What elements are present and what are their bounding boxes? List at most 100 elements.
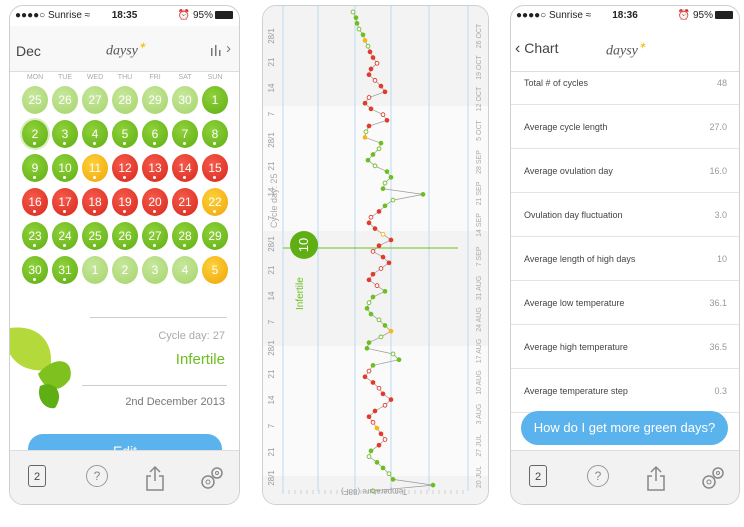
back-button[interactable]: ‹ Chart	[515, 40, 558, 58]
calendar-day[interactable]: 6	[142, 120, 168, 148]
chart-view-button[interactable]: ›	[210, 40, 231, 57]
divider	[82, 385, 227, 386]
temperature-point	[376, 317, 382, 323]
calendar-day[interactable]: 1	[82, 256, 108, 284]
more-green-days-button[interactable]: How do I get more green days?	[521, 411, 728, 445]
calendar-day[interactable]: 18	[82, 188, 108, 216]
calendar-day[interactable]: 11	[82, 154, 108, 182]
calendar-day[interactable]: 24	[52, 222, 78, 250]
calendar-day[interactable]: 15	[202, 154, 228, 182]
temperature-point	[366, 95, 372, 100]
date-axis-label: 14	[267, 83, 276, 92]
temperature-point	[390, 477, 396, 482]
date-axis-label: 21	[267, 447, 276, 456]
temperature-point	[370, 55, 376, 60]
calendar-day[interactable]: 4	[82, 120, 108, 148]
calendar-day-number: 15	[208, 161, 222, 175]
calendar-day-number: 13	[148, 161, 162, 175]
tab-share[interactable]	[144, 465, 166, 491]
tab-settings[interactable]	[200, 465, 223, 489]
measurement-dot	[213, 210, 216, 213]
calendar-day[interactable]: 19	[112, 188, 138, 216]
calendar-day[interactable]: 28	[112, 86, 138, 114]
calendar-day-number: 5	[121, 127, 129, 141]
status-bar: ●●●●○ Sunrise ≈ 18:36 ⏰ 95%	[511, 6, 739, 26]
temperature-axis-label: Temperature (88F)	[341, 487, 408, 496]
measurement-dot	[93, 244, 96, 247]
calendar-day[interactable]: 20	[142, 188, 168, 216]
calendar-day[interactable]: 29	[142, 86, 168, 114]
calendar-day[interactable]: 9	[22, 154, 48, 182]
temperature-point	[368, 214, 374, 220]
calendar-day[interactable]: 26	[112, 222, 138, 250]
calendar-day[interactable]: 29	[202, 222, 228, 250]
measurement-dot	[93, 142, 96, 145]
calendar-day[interactable]: 3	[142, 256, 168, 284]
calendar-date-label: 7 SEP	[476, 246, 483, 266]
temperature-point	[363, 129, 369, 135]
calendar-day[interactable]: 5	[112, 120, 138, 148]
temperature-point	[376, 209, 382, 214]
calendar-date-label: 20 JUL	[476, 466, 483, 488]
calendar-day[interactable]: 8	[202, 120, 228, 148]
calendar-day[interactable]: 16	[22, 188, 48, 216]
calendar-day[interactable]: 1	[202, 86, 228, 114]
calendar-day[interactable]: 4	[172, 256, 198, 284]
tab-help[interactable]: ?	[86, 465, 108, 487]
calendar-day[interactable]: 27	[82, 86, 108, 114]
chevron-right-icon: ›	[226, 40, 231, 57]
tab-settings[interactable]	[701, 465, 724, 489]
calendar-day[interactable]: 17	[52, 188, 78, 216]
calendar-day-number: 3	[151, 263, 159, 277]
calendar-day[interactable]: 21	[172, 188, 198, 216]
calendar-day[interactable]: 14	[172, 154, 198, 182]
battery-indicator: ⏰ 95%	[178, 10, 233, 21]
stat-label: Average length of high days	[524, 254, 636, 264]
calendar-day[interactable]: 25	[22, 86, 48, 114]
calendar-day[interactable]: 30	[22, 256, 48, 284]
month-button[interactable]: Dec	[16, 43, 41, 59]
temperature-point	[382, 288, 388, 294]
tab-calendar[interactable]: 2	[529, 465, 547, 487]
tab-help[interactable]: ?	[587, 465, 609, 487]
battery-icon	[715, 11, 733, 20]
calendar-day[interactable]: 28	[172, 222, 198, 250]
temperature-point	[368, 448, 374, 454]
tab-share[interactable]	[645, 465, 667, 491]
temperature-point	[420, 192, 426, 197]
temperature-point	[350, 9, 356, 15]
calendar-day[interactable]: 2	[22, 120, 48, 148]
calendar-screen: ●●●●○ Sunrise ≈ 18:35 ⏰ 95% Dec daysy✶ ›…	[9, 5, 240, 505]
calendar-day[interactable]: 25	[82, 222, 108, 250]
date-axis-label: 21	[267, 265, 276, 274]
calendar-day[interactable]: 5	[202, 256, 228, 284]
statistics-screen: ●●●●○ Sunrise ≈ 18:36 ⏰ 95% ‹ Chart days…	[510, 5, 740, 505]
temperature-point	[356, 26, 362, 32]
measurement-dot	[93, 210, 96, 213]
calendar-day[interactable]: 10	[52, 154, 78, 182]
calendar-day[interactable]: 26	[52, 86, 78, 114]
calendar-day-number: 22	[208, 195, 222, 209]
temperature-point	[380, 231, 386, 237]
temperature-point	[386, 471, 392, 477]
temperature-point	[380, 254, 386, 260]
calendar-day[interactable]: 12	[112, 154, 138, 182]
calendar-day[interactable]: 13	[142, 154, 168, 182]
temperature-point	[370, 380, 376, 385]
calendar-day[interactable]: 27	[142, 222, 168, 250]
calendar-day[interactable]: 7	[172, 120, 198, 148]
calendar-day[interactable]: 22	[202, 188, 228, 216]
calendar-day-number: 19	[118, 195, 132, 209]
calendar-day[interactable]: 3	[52, 120, 78, 148]
calendar-day[interactable]: 23	[22, 222, 48, 250]
calendar-day[interactable]: 30	[172, 86, 198, 114]
temperature-point	[364, 306, 370, 311]
calendar-date-label: 24 AUG	[476, 307, 483, 332]
calendar-day[interactable]: 31	[52, 256, 78, 284]
calendar-day-number: 29	[208, 229, 222, 243]
temperature-point	[378, 266, 384, 271]
calendar-day[interactable]: 2	[112, 256, 138, 284]
weekday-label: SUN	[207, 74, 223, 81]
tab-calendar[interactable]: 2	[28, 465, 46, 487]
temperature-point	[378, 140, 384, 146]
